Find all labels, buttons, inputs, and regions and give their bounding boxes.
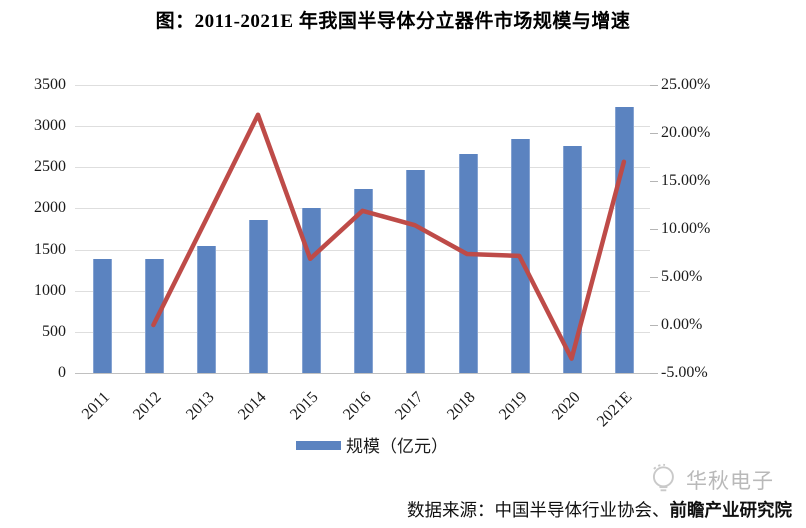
bar-2017 [406, 170, 426, 373]
watermark: 华秋电子 [646, 461, 774, 499]
left-axis-tick-500: 500 [42, 322, 66, 340]
source-note: 数据来源：中国半导体行业协会、前瞻产业研究院 [407, 497, 792, 522]
bar-2018 [458, 154, 478, 373]
right-axis-dash [650, 277, 658, 278]
left-axis-tick-1000: 1000 [34, 281, 66, 299]
right-axis-tick-5.00%: 5.00% [661, 268, 703, 285]
right-axis-dash [650, 181, 658, 182]
x-tick-2011: 2011 [78, 388, 113, 423]
x-tick-2012: 2012 [130, 388, 166, 424]
bar-2011 [92, 258, 112, 373]
right-axis-dash [650, 133, 658, 134]
x-axis: 2011 2012 2013 2014 2015 2016 2017 2018 2019 2020… [75, 373, 650, 431]
growth-line [151, 112, 627, 361]
left-axis-tick-2000: 2000 [34, 199, 66, 217]
bar-2020 [563, 145, 583, 373]
watermark-text: 华秋电子 [686, 469, 774, 493]
right-axis-tick-25.00%: 25.00% [661, 76, 711, 93]
x-tick-2014: 2014 [234, 388, 270, 424]
gridline-3500 [75, 85, 650, 86]
right-axis-tick-15.00%: 15.00% [661, 172, 711, 189]
right-axis-dash [650, 325, 658, 326]
source-org: 前瞻产业研究院 [669, 500, 793, 520]
left-axis-tick-2500: 2500 [34, 158, 66, 176]
bar-2014 [249, 219, 269, 373]
right-axis-dash [650, 229, 658, 230]
chart-title: 图：2011-2021E 年我国半导体分立器件市场规模与增速 [155, 11, 631, 32]
right-axis: -5.00% 0.00% 5.00% 10.00% 15.00% 20.00% 25.00% [661, 76, 801, 381]
right-axis-dash [650, 85, 658, 86]
right-axis-ticks [650, 85, 658, 374]
growth-line-series [151, 112, 627, 361]
bar-2016 [354, 188, 373, 373]
x-tick-2017: 2017 [391, 388, 427, 424]
right-axis-tick-20.00%: 20.00% [661, 124, 711, 141]
x-tick-2020: 2020 [548, 388, 584, 424]
x-tick-2021E: 2021E [593, 388, 636, 431]
left-axis: 0 500 1000 1500 2000 2500 3000 3500 [0, 76, 66, 381]
right-axis-tick--5.00%: -5.00% [661, 364, 708, 381]
left-axis-tick-3000: 3000 [34, 117, 66, 135]
right-axis-tick-0.00%: 0.00% [661, 316, 703, 333]
x-tick-2016: 2016 [339, 388, 375, 424]
source-prefix: 数据来源：中国半导体行业协会、 [407, 500, 670, 520]
gridline-0 [75, 373, 650, 374]
x-tick-2018: 2018 [444, 388, 479, 424]
left-axis-tick-3500: 3500 [34, 76, 66, 93]
gridline-2500 [75, 167, 650, 169]
bar-2012 [144, 258, 164, 373]
plot-area [75, 85, 650, 374]
x-tick-2013: 2013 [182, 388, 218, 424]
right-axis-dash [650, 373, 658, 374]
left-axis-tick-0: 0 [58, 364, 66, 381]
legend-label: 规模（亿元） [346, 437, 448, 456]
left-axis-tick-1500: 1500 [34, 240, 66, 258]
bar-2013 [197, 246, 217, 373]
gridline-3000 [75, 126, 650, 128]
x-tick-2015: 2015 [287, 388, 322, 424]
legend: 规模（亿元） [296, 432, 448, 457]
x-tick-2019: 2019 [496, 388, 531, 424]
lightbulb-icon [652, 463, 674, 492]
right-axis-tick-10.00%: 10.00% [661, 220, 711, 237]
legend-bar-swatch-icon [296, 441, 341, 450]
